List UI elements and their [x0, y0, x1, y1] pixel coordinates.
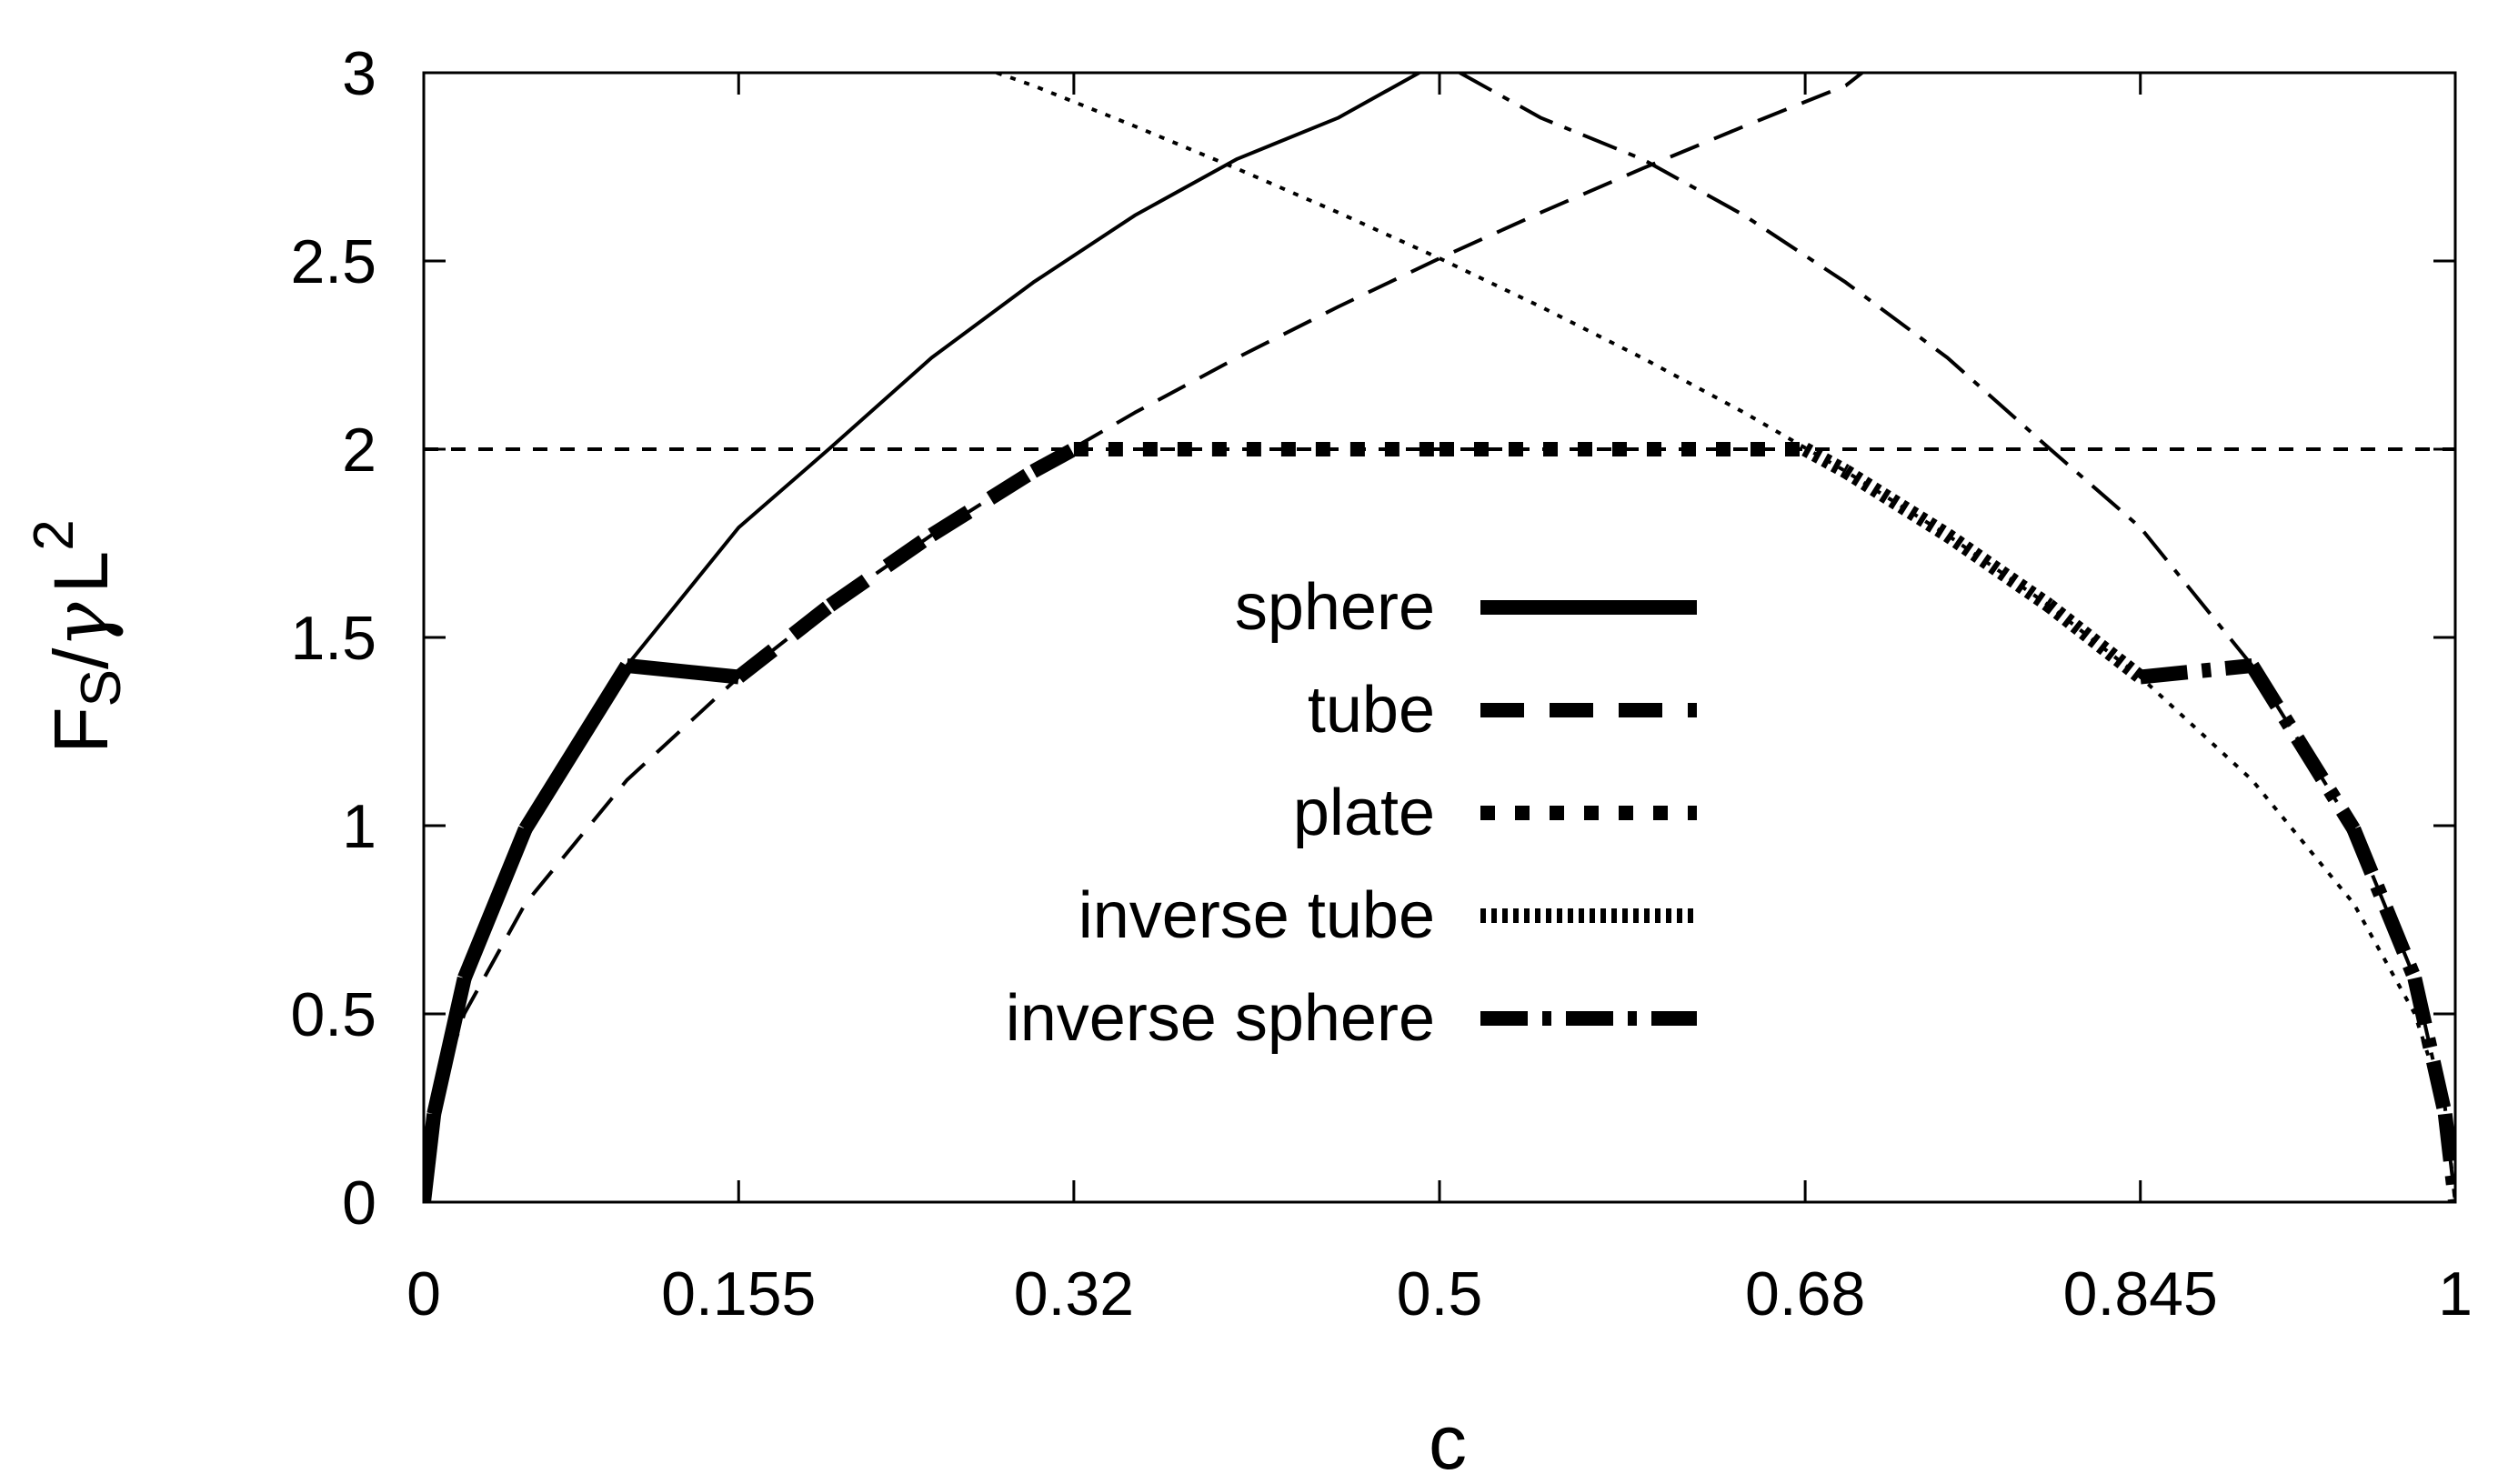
minimum-envelope: [424, 442, 2455, 1202]
legend: sphere tube plate inverse tube inverse spher…: [1006, 571, 1697, 1055]
envelope-segment: [426, 976, 472, 1116]
envelope-segment: [1029, 442, 1078, 478]
x-tick-label: 0.845: [2063, 1259, 2218, 1329]
envelope-segment: [2139, 658, 2253, 685]
y-tick-label: 1: [342, 792, 376, 861]
envelope-segment: [734, 599, 835, 683]
x-tick-label: 0: [406, 1259, 441, 1329]
y-axis-label-text: FS/γL2: [23, 519, 133, 753]
envelope-segment: [2407, 976, 2453, 1116]
y-axis-label: FS/γL2: [23, 519, 133, 753]
legend-label-inverse-tube: inverse tube: [1078, 879, 1435, 952]
envelope-segment: [457, 826, 533, 981]
y-tick-label: 0: [342, 1168, 376, 1238]
legend-label-tube: tube: [1308, 674, 1435, 747]
legend-label-sphere: sphere: [1235, 571, 1435, 644]
legend-label-plate: plate: [1293, 777, 1435, 849]
envelope-segment: [2245, 661, 2361, 833]
y-tick-label: 1.5: [290, 604, 376, 673]
envelope-segment: [2437, 1113, 2455, 1202]
x-tick-label: 0.155: [661, 1259, 816, 1329]
x-axis-label: c: [1429, 1399, 1467, 1484]
envelope-segment: [518, 661, 634, 833]
series-inverse-tube-line: [996, 73, 2455, 1202]
y-label-slash: /: [38, 647, 124, 669]
envelope-segment: [626, 658, 740, 685]
envelope-segment: [1942, 528, 2053, 612]
envelope-segment: [826, 528, 937, 612]
y-label-l: L: [38, 551, 124, 594]
envelope-segment: [424, 1113, 442, 1202]
x-tick-label: 0.5: [1397, 1259, 1483, 1329]
plot-frame: [422, 71, 2457, 1204]
envelope-segment: [2346, 826, 2422, 981]
y-tick-label: 2.5: [290, 227, 376, 296]
axis-ticks: [422, 71, 2457, 1204]
legend-label-inverse-sphere: inverse sphere: [1006, 982, 1435, 1055]
envelope-segment: [1801, 442, 1850, 478]
envelope-segment: [2044, 599, 2145, 683]
x-tick-label: 0.68: [1745, 1259, 1865, 1329]
x-tick-label: 0.32: [1014, 1259, 1134, 1329]
envelope-segment: [1841, 465, 1951, 542]
y-tick-label: 2: [342, 416, 376, 485]
y-tick-label: 0.5: [290, 980, 376, 1049]
y-tick-label: 3: [342, 39, 376, 108]
y-label-sup: 2: [23, 519, 85, 550]
series-inverse-sphere-line: [1459, 73, 2455, 1202]
y-label-gamma: γ: [36, 602, 125, 648]
y-label-f: F: [38, 707, 124, 753]
envelope-segment: [928, 465, 1038, 542]
tick-labels: 0 0.155 0.32 0.5 0.68 0.845 1 0 0.5 1 1.5 2 2.5 3: [290, 39, 2472, 1329]
curves: [424, 73, 2455, 1202]
y-label-sub: S: [70, 669, 133, 707]
x-tick-label: 1: [2438, 1259, 2473, 1329]
